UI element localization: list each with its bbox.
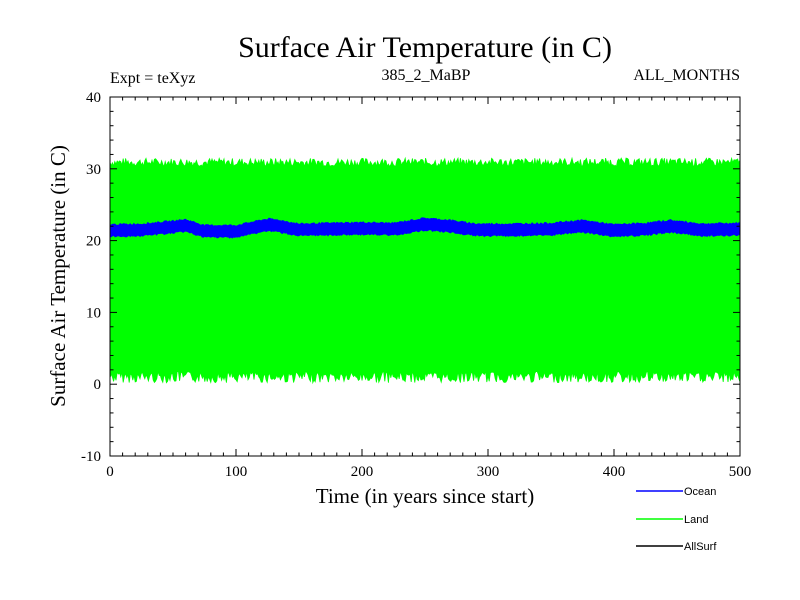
legend-label-allsurf: AllSurf: [684, 541, 717, 553]
period-label: 385_2_MaBP: [382, 67, 471, 84]
y-axis-label: Surface Air Temperature (in C): [46, 145, 70, 407]
x-tick-label: 300: [477, 464, 500, 480]
x-tick-label: 500: [729, 464, 752, 480]
legend-label-land: Land: [684, 514, 708, 526]
ocean-series-band: [110, 217, 740, 239]
y-tick-label: 0: [94, 377, 102, 393]
axes-layer: 0 100 200 300 400 500 -10 0 10 20 30 40: [81, 90, 751, 480]
x-tick-label: 200: [351, 464, 374, 480]
x-tick-label: 0: [106, 464, 114, 480]
legend-label-ocean: Ocean: [684, 486, 716, 498]
x-tick-label: 100: [225, 464, 248, 480]
y-tick-label: -10: [81, 449, 101, 465]
y-tick-label: 20: [86, 234, 101, 250]
legend: Ocean Land AllSurf: [636, 486, 717, 553]
chart-title: Surface Air Temperature (in C): [238, 31, 612, 64]
land-series-band: [110, 156, 740, 385]
y-tick-label: 10: [86, 305, 101, 321]
y-tick-label: 40: [86, 90, 101, 106]
x-axis-label: Time (in years since start): [316, 484, 535, 508]
series-layer: [110, 156, 740, 385]
months-label: ALL_MONTHS: [633, 67, 740, 84]
y-tick-label: 30: [86, 162, 101, 178]
experiment-label: Expt = teXyz: [110, 70, 195, 87]
x-tick-label: 400: [603, 464, 626, 480]
